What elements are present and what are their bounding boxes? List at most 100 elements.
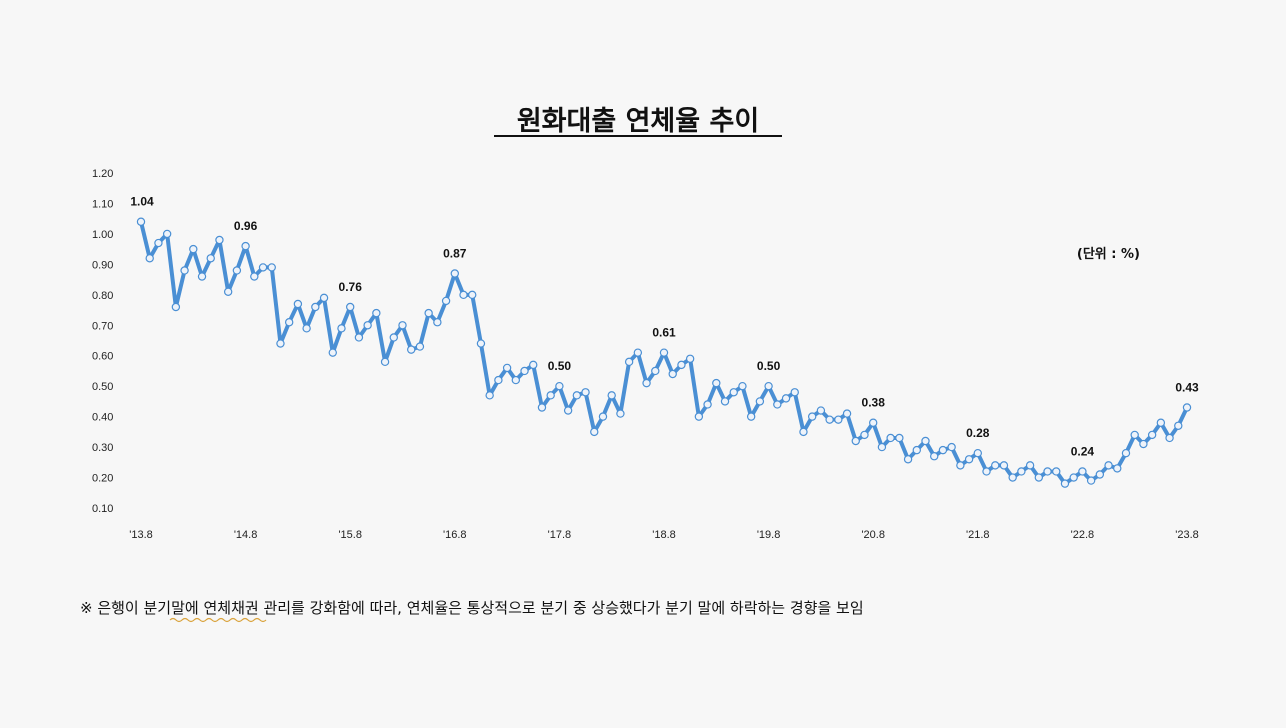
y-tick-label: 0.20 bbox=[92, 473, 113, 485]
data-point bbox=[502, 363, 512, 373]
data-point bbox=[494, 375, 503, 385]
data-point bbox=[1008, 473, 1017, 482]
data-point bbox=[398, 321, 407, 330]
data-label: 0.43 bbox=[1175, 381, 1199, 395]
data-point bbox=[250, 272, 259, 281]
data-point bbox=[1043, 467, 1052, 476]
data-point bbox=[171, 302, 181, 312]
data-point bbox=[1182, 403, 1192, 412]
data-point bbox=[485, 391, 494, 400]
data-point bbox=[877, 442, 887, 452]
y-tick-label: 0.60 bbox=[92, 351, 113, 363]
data-point bbox=[729, 388, 738, 397]
data-point bbox=[807, 412, 817, 421]
data-point bbox=[842, 409, 852, 418]
data-point bbox=[215, 235, 224, 245]
data-point bbox=[1165, 433, 1174, 443]
data-point bbox=[380, 357, 390, 367]
data-point bbox=[415, 342, 425, 351]
x-tick-label: '18.8 bbox=[652, 529, 676, 541]
data-point bbox=[145, 254, 154, 263]
data-point bbox=[738, 381, 747, 391]
data-point bbox=[311, 302, 320, 312]
chart-title: 원화대출 연체율 추이 bbox=[517, 106, 759, 137]
data-label: 0.50 bbox=[548, 359, 572, 373]
x-tick-label: '23.8 bbox=[1175, 529, 1199, 541]
data-point bbox=[319, 293, 329, 303]
data-point bbox=[1121, 448, 1131, 458]
data-point bbox=[511, 375, 521, 385]
data-point bbox=[293, 299, 303, 309]
data-point bbox=[555, 381, 564, 391]
data-point bbox=[712, 378, 721, 388]
data-point bbox=[607, 391, 616, 400]
data-point bbox=[1113, 464, 1122, 473]
data-point bbox=[624, 357, 634, 367]
data-point bbox=[197, 272, 207, 281]
data-point bbox=[651, 366, 660, 376]
data-point bbox=[441, 296, 451, 306]
data-point bbox=[947, 442, 956, 452]
data-point bbox=[999, 461, 1009, 470]
y-tick-label: 1.10 bbox=[92, 198, 113, 210]
data-point bbox=[1104, 461, 1113, 470]
data-point bbox=[642, 378, 651, 388]
markers bbox=[136, 217, 1192, 488]
data-point bbox=[694, 412, 704, 421]
data-point bbox=[982, 467, 991, 476]
y-tick-label: 0.10 bbox=[92, 503, 113, 515]
data-label: 1.04 bbox=[130, 195, 154, 209]
data-point bbox=[659, 348, 669, 357]
data-point bbox=[895, 433, 904, 443]
footnote: ※ 은행이 분기말에 연체채권 관리를 강화함에 따라, 연체율은 통상적으로 … bbox=[80, 599, 864, 617]
data-point bbox=[703, 400, 712, 409]
data-point bbox=[476, 339, 486, 348]
spellcheck-underline bbox=[169, 617, 267, 623]
x-tick-label: '13.8 bbox=[129, 529, 153, 541]
data-point bbox=[834, 415, 843, 424]
data-point bbox=[433, 318, 442, 327]
data-point bbox=[851, 436, 860, 446]
data-label: 0.38 bbox=[862, 396, 886, 410]
data-label: 0.96 bbox=[234, 219, 258, 233]
data-point bbox=[590, 427, 599, 437]
data-point bbox=[764, 381, 773, 391]
data-point bbox=[546, 391, 555, 400]
data-point bbox=[346, 302, 355, 312]
data-point bbox=[816, 406, 826, 415]
data-point bbox=[162, 229, 172, 239]
data-point bbox=[720, 397, 730, 406]
data-point bbox=[424, 308, 433, 318]
data-point bbox=[520, 366, 529, 376]
y-axis: 0.10 0.20 0.30 0.40 0.50 0.60 0.70 0.80 0.90 1.00… bbox=[92, 168, 113, 515]
data-point bbox=[572, 391, 582, 400]
data-label: 0.76 bbox=[339, 280, 363, 294]
data-point bbox=[964, 455, 974, 464]
x-tick-label: '21.8 bbox=[966, 529, 990, 541]
data-point bbox=[258, 263, 268, 272]
data-point bbox=[956, 461, 965, 470]
data-point bbox=[537, 403, 547, 412]
data-point bbox=[389, 333, 398, 342]
x-axis: '13.8 '14.8 '15.8 '16.8 '17.8 '18.8 '19.8 '20.8… bbox=[129, 529, 1199, 541]
data-point bbox=[363, 321, 372, 330]
data-point bbox=[799, 427, 808, 437]
data-point bbox=[633, 348, 643, 357]
data-point bbox=[860, 430, 869, 440]
data-point bbox=[938, 445, 948, 455]
data-point bbox=[468, 290, 477, 300]
y-tick-label: 1.00 bbox=[92, 229, 113, 241]
data-point bbox=[1052, 467, 1061, 476]
data-point bbox=[206, 254, 215, 263]
y-tick-label: 0.80 bbox=[92, 290, 113, 302]
unit-label: (단위 : %) bbox=[1077, 246, 1140, 262]
data-point bbox=[407, 345, 416, 354]
data-point bbox=[685, 354, 695, 363]
data-point bbox=[354, 333, 364, 342]
data-point bbox=[773, 400, 782, 409]
data-point bbox=[372, 308, 381, 318]
y-tick-label: 0.50 bbox=[92, 381, 113, 393]
data-point bbox=[825, 415, 834, 424]
data-point bbox=[1095, 470, 1105, 479]
